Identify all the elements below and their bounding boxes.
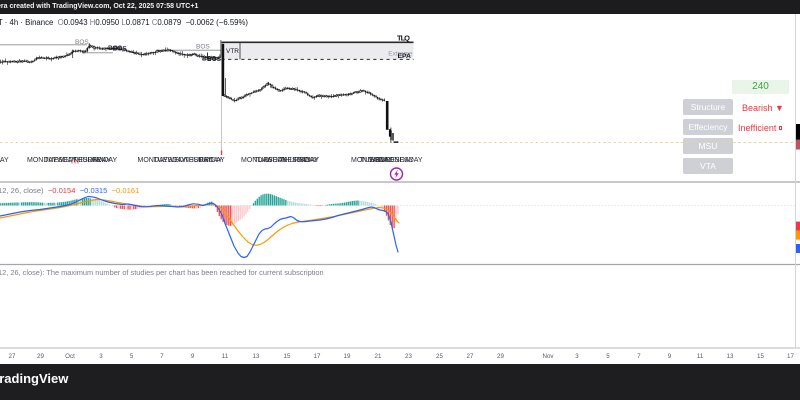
svg-text:9: 9 xyxy=(668,353,672,360)
svg-text:3: 3 xyxy=(99,353,103,360)
svg-text:FRIDAY: FRIDAY xyxy=(200,157,225,164)
svg-text:11: 11 xyxy=(222,353,229,360)
svg-text:MONDAY: MONDAY xyxy=(241,157,272,164)
svg-text:BOS: BOS xyxy=(75,39,89,46)
svg-text:19: 19 xyxy=(344,353,351,360)
svg-text:17: 17 xyxy=(314,353,321,360)
svg-text:FRIDAY: FRIDAY xyxy=(294,157,319,164)
svg-text:3: 3 xyxy=(575,353,579,360)
svg-text:WEDNESDAY: WEDNESDAY xyxy=(378,157,423,164)
svg-text:BOS: BOS xyxy=(196,44,210,51)
svg-text:17: 17 xyxy=(787,353,794,360)
svg-text:Oct: Oct xyxy=(65,353,75,360)
svg-text:MONDAY: MONDAY xyxy=(351,157,382,164)
svg-text:25: 25 xyxy=(436,353,443,360)
svg-text:BOS: BOS xyxy=(202,56,217,63)
svg-text:TUESDAY: TUESDAY xyxy=(360,157,393,164)
svg-text:WEDNESDAY: WEDNESDAY xyxy=(168,157,213,164)
svg-text:29: 29 xyxy=(497,353,504,360)
svg-text:WEDNESDAY: WEDNESDAY xyxy=(266,157,311,164)
svg-text:15: 15 xyxy=(757,353,764,360)
svg-text:TUESDAY: TUESDAY xyxy=(154,157,187,164)
svg-text:WEDNESDAY: WEDNESDAY xyxy=(57,157,102,164)
svg-text:FRIDAY: FRIDAY xyxy=(92,157,117,164)
svg-text:11: 11 xyxy=(697,353,704,360)
svg-text:Nov: Nov xyxy=(542,353,554,360)
svg-text:7: 7 xyxy=(637,353,641,360)
svg-text:29: 29 xyxy=(37,353,44,360)
svg-text:TUESDAY: TUESDAY xyxy=(44,157,77,164)
svg-text:13: 13 xyxy=(253,353,260,360)
svg-text:27: 27 xyxy=(467,353,474,360)
svg-text:BOS: BOS xyxy=(108,45,123,52)
svg-text:EPA: EPA xyxy=(398,53,412,60)
svg-text:WEDNESDAY: WEDNESDAY xyxy=(369,157,414,164)
svg-text:Extreme: Extreme xyxy=(388,50,413,57)
svg-text:THURSDAY: THURSDAY xyxy=(73,157,111,164)
svg-text:MONDAY: MONDAY xyxy=(138,157,169,164)
svg-text:5: 5 xyxy=(606,353,610,360)
svg-text:5: 5 xyxy=(130,353,134,360)
svg-text:THURSDAY: THURSDAY xyxy=(280,157,318,164)
svg-text:VTR: VTR xyxy=(226,48,239,55)
svg-text:21: 21 xyxy=(375,353,382,360)
svg-text:BOS: BOS xyxy=(207,56,222,63)
svg-text:7: 7 xyxy=(160,353,164,360)
svg-text:13: 13 xyxy=(727,353,734,360)
svg-text:23: 23 xyxy=(405,353,412,360)
svg-text:27: 27 xyxy=(9,353,16,360)
svg-text:9: 9 xyxy=(191,353,195,360)
svg-text:FRIDAY: FRIDAY xyxy=(0,157,9,164)
svg-text:THURSDAY: THURSDAY xyxy=(185,157,223,164)
svg-text:TUESDAY: TUESDAY xyxy=(254,157,287,164)
svg-text:TLQ: TLQ xyxy=(397,34,410,43)
svg-text:15: 15 xyxy=(284,353,291,360)
svg-text:MONDAY: MONDAY xyxy=(27,157,58,164)
